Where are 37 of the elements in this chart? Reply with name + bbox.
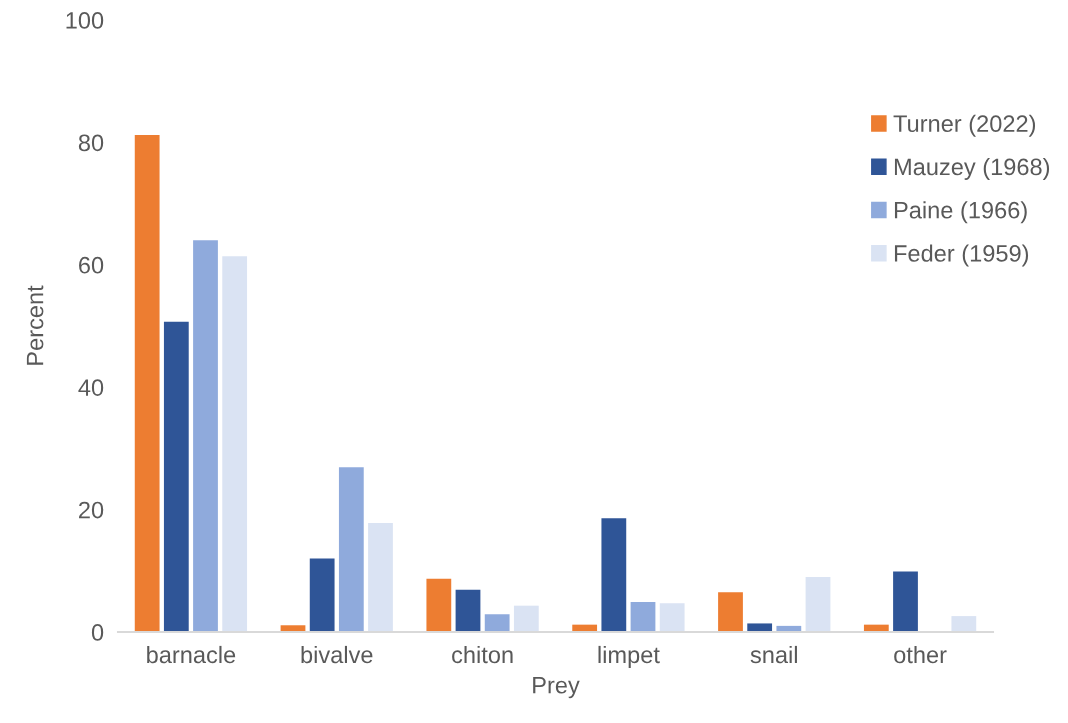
x-tick-label: snail [750,645,797,664]
bar [222,256,248,632]
x-tick-label: other [894,645,947,664]
bar [893,571,918,632]
y-tick-label: 40 [78,379,104,396]
bar [747,623,773,632]
bar [805,576,831,632]
y-tick-label: 20 [79,501,104,519]
bar [338,467,364,632]
bar [134,135,160,632]
y-axis-title: Percent [26,285,44,365]
legend-label: Turner (2022) [893,114,1036,137]
bar [951,616,977,632]
legend-label: Feder (1959) [894,244,1029,267]
bar [163,321,189,632]
x-tick-label: bivalve [301,645,373,664]
bar [630,602,656,632]
bar [426,578,452,632]
bar [513,605,539,632]
bar [601,518,627,632]
x-tick-label: barnacle [147,645,236,664]
legend-label: Mauzey (1968) [894,157,1050,180]
x-axis-title: Prey [533,677,580,699]
bar [368,523,393,632]
y-tick-label: 100 [66,12,104,29]
x-tick-label: chiton [452,645,513,664]
bar [718,592,743,632]
bar [455,589,481,632]
y-tick-label: 80 [78,134,104,152]
bar [484,614,510,632]
y-tick-label: 60 [79,256,104,274]
y-tick-label: 0 [91,624,104,641]
bar [309,558,335,632]
x-tick-label: limpet [598,645,660,668]
bar [659,603,685,632]
legend-label: Paine (1966) [894,201,1027,224]
bar [193,240,218,632]
